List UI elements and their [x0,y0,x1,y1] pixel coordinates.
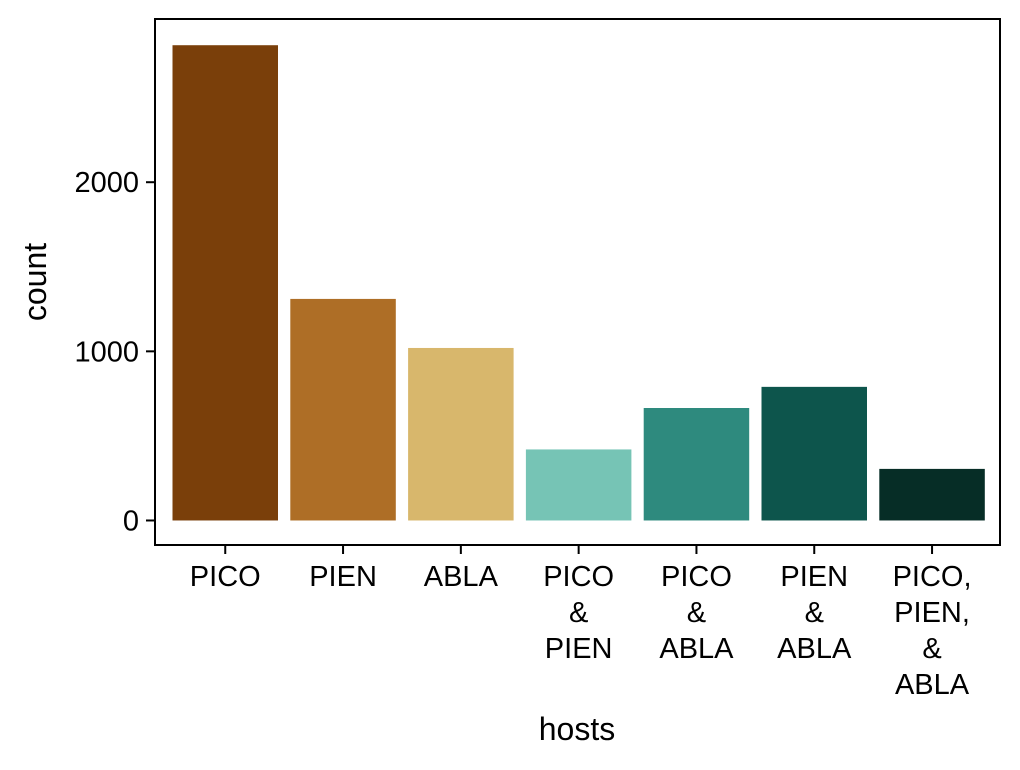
bars-group [172,45,985,521]
y-tick-label-0: 0 [123,505,139,537]
x-tick-label-0: PICO [190,561,261,593]
y-tick-label-2: 2000 [74,167,139,199]
x-tick-label-line: ABLA [895,669,970,701]
x-tick-label-line: ABLA [424,561,499,593]
bar-0 [172,45,278,521]
bar-3 [525,449,632,521]
x-tick-label-line: PICO [661,561,732,593]
x-tick-label-1: PIEN [309,561,377,593]
bar-5 [761,386,867,521]
y-tick-label-1: 1000 [74,336,139,368]
x-tick-label-line: PIEN, [894,597,970,629]
y-axis: 0 1000 2000 [74,167,155,537]
x-tick-label-line: PIEN [309,561,377,593]
x-tick-label-line: PICO [543,561,614,593]
x-tick-label-line: PICO, [893,561,972,593]
x-tick-label-line: & [687,597,706,629]
x-tick-label-line: PIEN [780,561,848,593]
x-tick-label-line: & [922,633,941,665]
bar-2 [408,347,514,521]
bar-4 [643,408,750,521]
x-tick-label-4: PICO & ABLA [659,561,734,665]
y-axis-title: count [17,243,53,321]
x-tick-label-line: & [569,597,588,629]
bar-6 [879,468,985,521]
x-tick-label-line: & [805,597,824,629]
x-tick-label-line: ABLA [777,633,852,665]
x-tick-label-line: PIEN [545,633,613,665]
x-tick-label-5: PIEN & ABLA [777,561,852,665]
x-tick-label-line: PICO [190,561,261,593]
x-tick-label-3: PICO & PIEN [543,561,614,665]
x-tick-label-2: ABLA [424,561,499,593]
x-axis-title: hosts [539,711,615,747]
x-tick-label-line: ABLA [659,633,734,665]
bar-1 [290,298,396,521]
x-tick-label-6: PICO, PIEN, & ABLA [893,561,972,701]
